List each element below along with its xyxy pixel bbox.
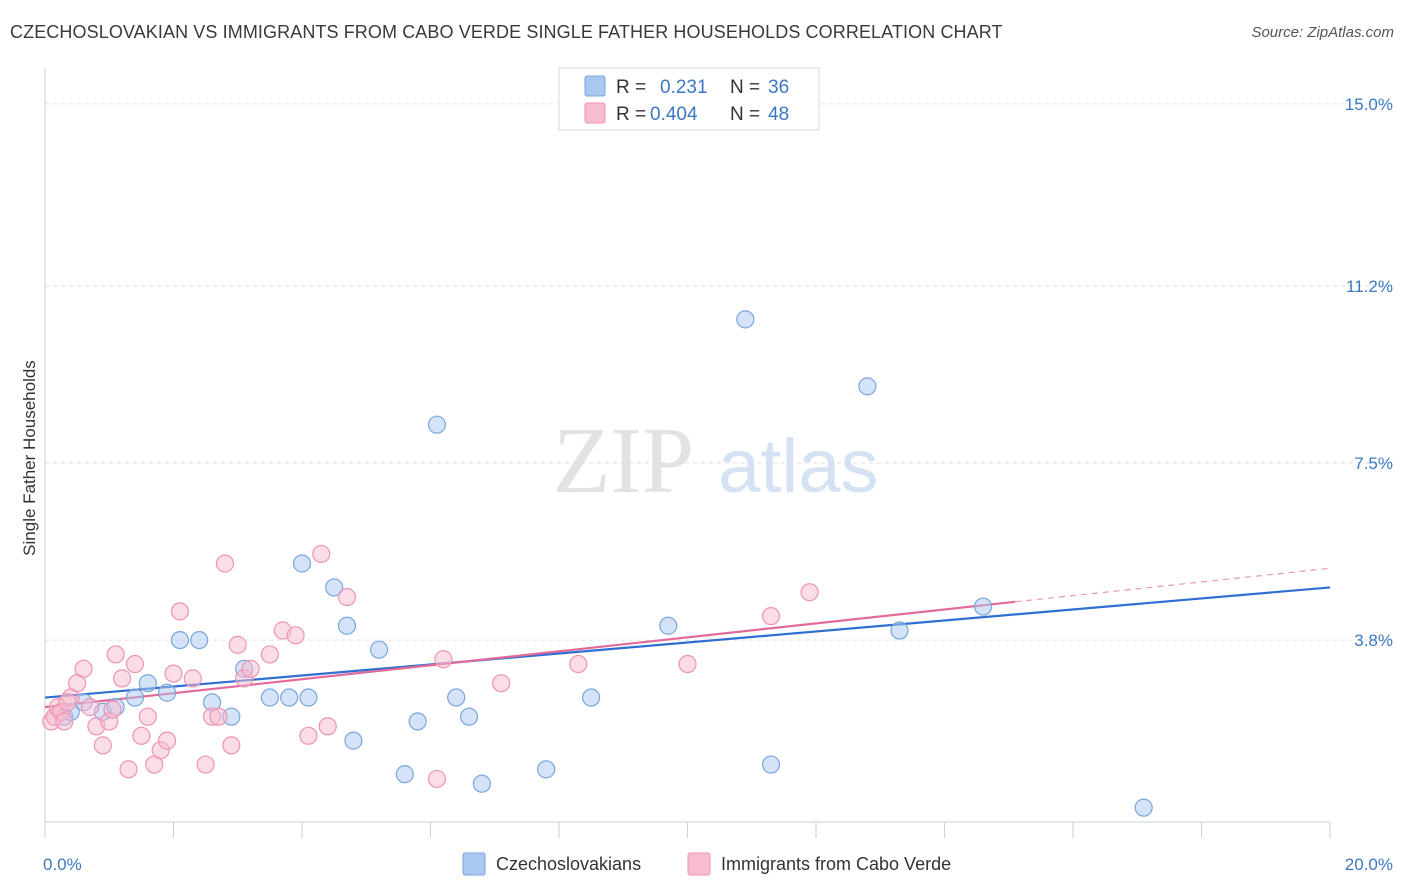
point-czechoslovakians	[170, 630, 190, 650]
legend-r-label-1: R =	[616, 77, 646, 98]
point-cabo-verde	[125, 654, 145, 674]
point-czechoslovakians	[890, 621, 909, 640]
legend-n-value-1: 36	[768, 77, 789, 98]
y-tick-label: 3.8%	[1354, 631, 1393, 650]
point-czechoslovakians	[292, 554, 312, 573]
point-cabo-verde	[318, 717, 337, 736]
point-czechoslovakians	[1134, 798, 1153, 817]
legend-r-value-1: 0.231	[660, 77, 708, 98]
point-cabo-verde	[337, 587, 357, 607]
point-cabo-verde	[434, 650, 453, 669]
point-cabo-verde	[312, 544, 331, 564]
point-cabo-verde	[103, 700, 122, 719]
point-cabo-verde	[80, 698, 100, 717]
point-cabo-verde	[286, 626, 305, 645]
point-czechoslovakians	[459, 707, 479, 726]
point-cabo-verde	[492, 674, 511, 693]
point-czechoslovakians	[325, 578, 344, 597]
point-czechoslovakians	[582, 688, 601, 707]
point-cabo-verde	[299, 726, 318, 745]
point-cabo-verde	[260, 645, 279, 664]
trend-extension-1	[1015, 567, 1331, 603]
watermark-zip: ZIP	[553, 409, 694, 513]
point-cabo-verde	[241, 659, 260, 678]
point-czechoslovakians	[973, 597, 993, 616]
point-czechoslovakians	[395, 765, 414, 784]
point-cabo-verde	[164, 664, 183, 683]
point-cabo-verde	[74, 659, 93, 678]
point-cabo-verde	[106, 645, 125, 664]
stats-legend: R = 0.231 N = 36 R = 0.404 N = 48	[558, 67, 820, 131]
trend-lines	[44, 567, 1331, 709]
bottom-legend-cabo-verde: Immigrants from Cabo Verde	[721, 854, 951, 874]
y-tick-label: 11.2%	[1346, 277, 1393, 296]
point-czechoslovakians	[447, 688, 466, 707]
point-czechoslovakians	[427, 415, 447, 434]
point-czechoslovakians	[337, 616, 357, 635]
point-cabo-verde	[170, 602, 190, 621]
legend-n-label-2: N =	[730, 104, 760, 125]
source-label: Source: ZipAtlas.com	[1251, 24, 1394, 41]
point-czechoslovakians	[537, 760, 556, 779]
point-czechoslovakians	[408, 712, 427, 731]
y-tick-label: 7.5%	[1354, 454, 1393, 473]
y-tick-label: 15.0%	[1345, 95, 1393, 114]
point-cabo-verde	[55, 712, 74, 731]
legend-n-label-1: N =	[730, 77, 760, 98]
point-cabo-verde	[228, 635, 247, 654]
point-cabo-verde	[222, 736, 241, 755]
trend-line-0	[44, 586, 1331, 699]
chart-title: CZECHOSLOVAKIAN VS IMMIGRANTS FROM CABO …	[10, 22, 1003, 42]
legend-n-value-2: 48	[768, 104, 789, 125]
point-cabo-verde	[157, 731, 177, 750]
point-cabo-verde	[183, 669, 202, 688]
bottom-legend-czechoslovakians: Czechoslovakians	[496, 854, 641, 874]
point-czechoslovakians	[472, 774, 491, 793]
point-czechoslovakians	[344, 731, 363, 750]
point-cabo-verde	[112, 669, 132, 688]
point-czechoslovakians	[138, 674, 157, 693]
gridlines	[45, 103, 1392, 641]
point-czechoslovakians	[858, 377, 877, 396]
bottom-legend-swatch-cabo-verde	[687, 852, 711, 876]
point-czechoslovakians	[280, 688, 299, 707]
point-cabo-verde	[761, 607, 781, 626]
point-cabo-verde	[93, 736, 112, 755]
point-czechoslovakians	[299, 688, 318, 707]
x-tick-label: 20.0%	[1345, 855, 1393, 874]
legend-swatch-czechoslovakians	[584, 75, 606, 97]
point-czechoslovakians	[157, 683, 177, 702]
watermark-atlas: atlas	[718, 424, 879, 509]
y-axis-label: Single Father Households	[20, 360, 39, 556]
point-czechoslovakians	[736, 310, 755, 329]
bottom-legend-swatch-czechoslovakians	[462, 852, 486, 876]
axes	[44, 68, 1331, 838]
point-czechoslovakians	[659, 616, 678, 635]
trend-line-1	[44, 600, 1016, 709]
point-cabo-verde	[678, 654, 697, 674]
x-tick-label: 0.0%	[43, 855, 82, 874]
point-cabo-verde	[569, 654, 588, 674]
legend-r-value-2: 0.404	[650, 104, 698, 125]
point-cabo-verde	[138, 707, 157, 726]
point-cabo-verde	[132, 726, 151, 745]
data-points	[42, 310, 1153, 817]
point-czechoslovakians	[125, 688, 145, 707]
point-cabo-verde	[800, 583, 819, 602]
point-cabo-verde	[215, 554, 234, 573]
point-czechoslovakians	[190, 630, 209, 650]
legend-swatch-cabo-verde	[584, 102, 606, 124]
point-cabo-verde	[58, 693, 77, 712]
point-cabo-verde	[196, 755, 215, 774]
point-cabo-verde	[119, 760, 138, 779]
point-czechoslovakians	[761, 755, 781, 774]
series-legend: Czechoslovakians Immigrants from Cabo Ve…	[462, 852, 951, 876]
point-czechoslovakians	[370, 640, 389, 659]
tick-labels: 3.8% 7.5% 11.2% 15.0% 0.0% 20.0%	[43, 95, 1393, 874]
point-cabo-verde	[209, 707, 228, 726]
legend-r-label-2: R =	[616, 104, 646, 125]
point-czechoslovakians	[260, 688, 279, 707]
point-cabo-verde	[427, 769, 447, 789]
